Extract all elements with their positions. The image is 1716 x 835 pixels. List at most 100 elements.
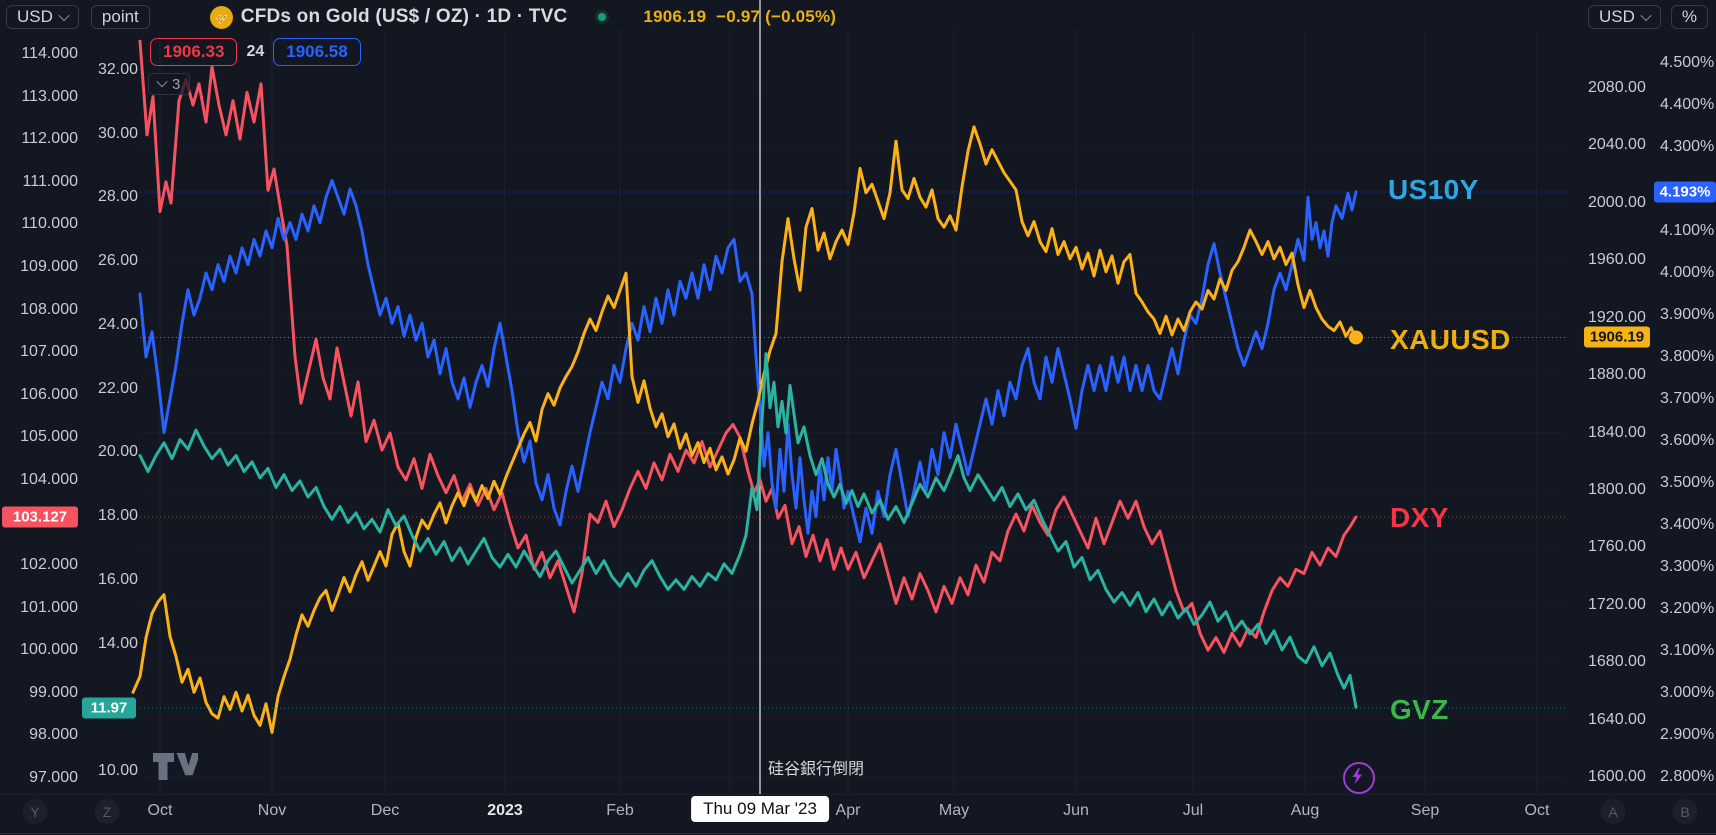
time-tick-label: Dec [370,802,400,819]
axis-tick-label: 3.500% [1660,474,1715,491]
axis-tick-label: 3.300% [1660,558,1715,575]
crosshair-date-tag: Thu 09 Mar '23 [691,796,829,822]
axis-tick-label: 3.000% [1660,684,1715,701]
unit-point-button[interactable]: point [90,5,150,29]
axis-tick-label: 1680.00 [1588,653,1646,671]
spread-value: 24 [246,43,265,60]
symbol-title: CFDs on Gold (US$ / OZ) · 1D · TVC [240,6,568,27]
time-tick-label: Nov [257,802,287,819]
axis-tick-label: 3.200% [1660,600,1715,617]
axis-tick-label: 1600.00 [1588,768,1646,785]
axis-tick-label: 4.000% [1660,264,1715,281]
axis-tick-label: 1760.00 [1588,538,1646,556]
axis-tick-label: 113.000 [21,87,78,105]
time-tick-label: Sep [1410,802,1440,819]
collapse-indicators-button[interactable]: 3 [148,73,191,95]
quote-change: −0.97 (−0.05%) [716,7,837,26]
gold-coin-icon [209,5,233,29]
percent-scale-label: % [1681,7,1697,26]
axis-tick-label: 26.00 [97,252,138,270]
corner-button-y[interactable]: Y [22,799,48,824]
axis-tick-label: 110.000 [21,215,78,233]
axis-tick-label: 112.000 [21,130,78,148]
quote-readout: 1906.19 −0.97 (−0.05%) [643,7,836,27]
axis-tick-label: 24.00 [97,315,138,333]
series-line-gvz[interactable] [138,352,1358,709]
axis-tick-label: 3.900% [1660,306,1715,323]
axis-tick-label: 1640.00 [1588,710,1646,728]
axis-tick-label: 3.600% [1660,432,1715,449]
series-end-dot-xauusd [1349,330,1363,345]
axis-tick-label: 1800.00 [1588,480,1646,498]
time-tick-label: Oct [147,802,173,819]
axis-tick-label: 111.000 [22,172,78,190]
axis-tick-label: 14.00 [97,634,138,652]
axis-tick-label: 18.00 [97,507,138,525]
symbol-header[interactable]: CFDs on Gold (US$ / OZ) · 1D · TVC [209,5,568,29]
series-line-dxy[interactable] [138,39,1358,654]
axis-tick-label: 3.100% [1660,642,1715,659]
bid-button[interactable]: 1906.33 [150,38,238,66]
axis-tick-label: 2.900% [1660,726,1715,743]
axis-tick-label: 98.000 [29,726,78,744]
corner-button-b[interactable]: B [1672,799,1698,824]
time-tick-label: Aug [1290,802,1320,819]
axis-tick-label: 105.000 [20,428,78,446]
axis-tick-label: 109.000 [20,257,78,275]
time-tick-label: Jul [1182,802,1204,819]
series-line-xauusd[interactable] [131,125,1358,734]
series-line-us10y[interactable] [138,179,1358,544]
time-axis[interactable] [0,794,1716,835]
chevron-down-icon [58,9,70,22]
time-tick-label: Feb [606,802,634,819]
axis-tick-label: 108.000 [20,300,78,318]
corner-button-z[interactable]: Z [94,799,120,824]
quote-last: 1906.19 [643,7,707,26]
time-tick-label: Jun [1063,802,1089,819]
ask-button[interactable]: 1906.58 [273,38,361,66]
axis-tick-label: 100.000 [20,641,78,659]
chevron-down-icon [1640,9,1652,22]
axis-tick-label: 101.000 [20,598,78,616]
right-currency-label: USD [1598,7,1635,26]
axis-tick-label: 16.00 [97,570,138,588]
axis-tick-label: 102.000 [20,556,78,574]
left-currency-dropdown[interactable]: USD [6,5,79,29]
axis-tick-label: 3.700% [1660,390,1715,407]
axis-tick-label: 4.400% [1660,96,1715,113]
axis-tick-label: 2.800% [1660,768,1715,785]
axis-tick-label: 3.800% [1660,348,1715,365]
time-tick-label: May [938,802,970,819]
axis-tick-label: 4.500% [1660,54,1715,71]
axis-tick-label: 2080.00 [1588,79,1646,96]
tradingview-logo[interactable] [152,751,198,783]
corner-button-a[interactable]: A [1600,799,1626,824]
axis-tick-label: 22.00 [97,379,138,397]
axis-tick-label: 2040.00 [1588,136,1646,154]
left-currency-label: USD [17,7,53,26]
unit-point-label: point [101,7,139,26]
axis-tick-label: 20.00 [97,443,138,461]
price-tag: 11.97 [82,697,136,719]
collapse-count: 3 [172,75,181,93]
ask-value: 1906.58 [286,42,348,61]
lightning-bolt-button[interactable] [1343,762,1375,794]
price-tag: 103.127 [2,506,78,528]
market-status-icon[interactable] [595,10,610,24]
axis-tick-label: 97.000 [29,769,78,786]
series-label-dxy: DXY [1390,502,1449,533]
percent-scale-button[interactable]: % [1670,5,1708,29]
axis-tick-label: 99.000 [29,683,78,701]
axis-tick-label: 1920.00 [1588,308,1646,326]
series-label-xauusd: XAUUSD [1390,324,1511,355]
axis-tick-label: 32.00 [97,61,138,78]
axis-tick-label: 1880.00 [1588,366,1646,384]
right-currency-dropdown[interactable]: USD [1587,5,1661,29]
axis-tick-label: 28.00 [97,188,138,206]
axis-tick-label: 1960.00 [1588,251,1646,269]
time-tick-label: 2023 [487,802,523,819]
axis-tick-label: 106.000 [20,385,78,403]
axis-tick-label: 104.000 [20,470,78,488]
